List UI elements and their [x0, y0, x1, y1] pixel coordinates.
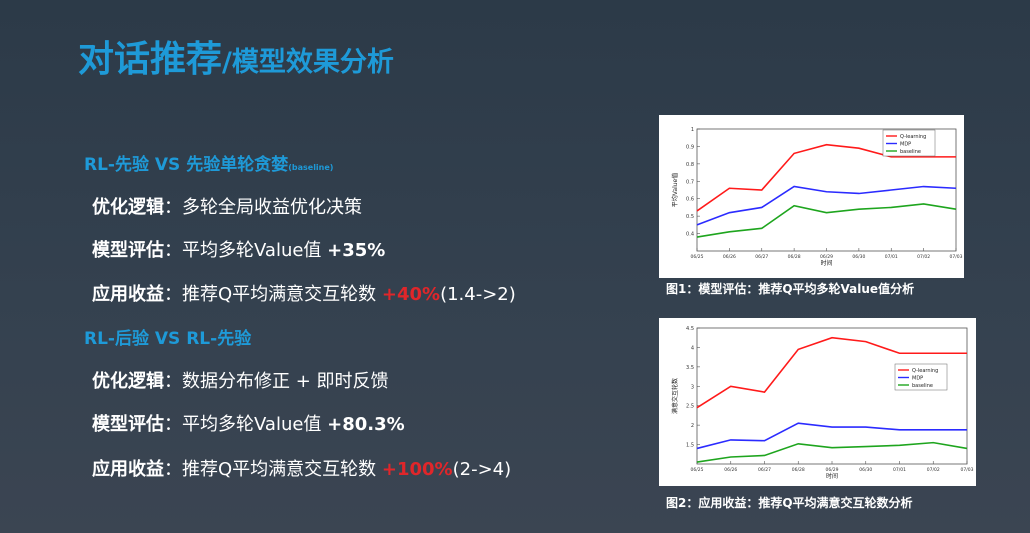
- section1-heading: RL-先验 VS 先验单轮贪婪(baseline): [84, 150, 333, 175]
- legend-label: Q-learning: [912, 368, 938, 374]
- row-text: 推荐Q平均满意交互轮数: [182, 284, 382, 305]
- y-tick-label: 3: [691, 384, 694, 390]
- row-label: 应用收益: [92, 284, 164, 305]
- series-line-mdp: [696, 422, 967, 450]
- x-tick-label: 06/29: [826, 467, 839, 473]
- x-tick-label: 06/27: [758, 467, 771, 473]
- y-tick-label: 0.5: [686, 214, 694, 220]
- legend-label: MDP: [900, 142, 911, 148]
- x-tick-label: 06/28: [792, 467, 805, 473]
- row-text: 平均多轮Value值: [182, 414, 328, 435]
- section1-heading-note: (baseline): [288, 163, 334, 172]
- series-line-q-learning: [696, 336, 967, 409]
- x-tick-label: 06/27: [755, 254, 768, 260]
- row-highlight: +100%: [381, 459, 453, 480]
- row-label: 优化逻辑: [92, 197, 164, 218]
- x-tick-label: 07/02: [927, 467, 940, 473]
- page-title-main: 对话推荐: [78, 39, 223, 80]
- y-axis-label: 满意交互轮数: [671, 378, 679, 414]
- x-tick-label: 06/29: [820, 254, 833, 260]
- figure2-chart: 1.5 2 2.5 3 3.5 4 4.5 06/25 06/26 06/27 06/28 06/29…: [671, 326, 974, 480]
- section2-row-logic: 优化逻辑：数据分布修正 + 即时反馈: [92, 367, 389, 393]
- x-tick-label: 06/26: [724, 467, 737, 473]
- y-tick-label: 0.8: [686, 162, 694, 168]
- x-tick-label: 06/30: [859, 467, 872, 473]
- row-label: 优化逻辑: [92, 371, 164, 392]
- y-tick-label: 0.7: [686, 179, 694, 185]
- x-tick-label: 07/03: [961, 467, 974, 473]
- x-axis-label: 时间: [820, 259, 832, 267]
- figure1-caption: 图1：模型评估：推荐Q平均多轮Value值分析: [666, 282, 915, 296]
- row-sep: ：: [164, 284, 182, 305]
- section1-row-gain: 应用收益：推荐Q平均满意交互轮数 +40%(1.4->2): [92, 280, 516, 306]
- series-line-q-learning: [696, 143, 956, 212]
- section1-row-logic: 优化逻辑：多轮全局收益优化决策: [92, 193, 362, 219]
- legend-label: MDP: [912, 376, 923, 382]
- y-tick-label: 0.4: [686, 232, 694, 238]
- series-line-baseline: [696, 441, 968, 463]
- y-tick-label: 2.5: [686, 404, 694, 410]
- series-line-baseline: [696, 203, 957, 238]
- x-tick-label: 06/28: [788, 254, 801, 260]
- x-tick-label: 06/25: [691, 467, 704, 473]
- legend-label: baseline: [912, 383, 933, 389]
- legend-label: baseline: [900, 149, 921, 155]
- row-highlight: +35%: [327, 240, 386, 261]
- row-highlight: +80.3%: [327, 414, 405, 435]
- page-title-sub: /模型效果分析: [222, 47, 394, 78]
- figure2-panel: 1.5 2 2.5 3 3.5 4 4.5 06/25 06/26 06/27 06/28 06/29…: [659, 318, 976, 486]
- x-tick-label: 06/26: [723, 254, 736, 260]
- row-highlight: +40%: [381, 284, 441, 305]
- x-tick-label: 06/25: [691, 254, 704, 260]
- page-title: 对话推荐/模型效果分析: [78, 30, 394, 82]
- section2-heading: RL-后验 VS RL-先验: [84, 324, 251, 349]
- row-text: 数据分布修正 + 即时反馈: [182, 371, 389, 392]
- y-tick-label: 2: [691, 423, 694, 429]
- y-axis-label: 平均Value值: [671, 173, 679, 207]
- section1-row-eval: 模型评估：平均多轮Value值 +35%: [92, 236, 385, 262]
- row-text: 推荐Q平均满意交互轮数: [182, 459, 382, 480]
- x-tick-label: 06/30: [852, 254, 865, 260]
- row-text: 多轮全局收益优化决策: [182, 197, 362, 218]
- x-tick-label: 07/01: [885, 254, 898, 260]
- y-tick-label: 0.9: [686, 144, 694, 150]
- section2-row-eval: 模型评估：平均多轮Value值 +80.3%: [92, 410, 405, 436]
- row-sep: ：: [164, 197, 182, 218]
- section2-row-gain: 应用收益：推荐Q平均满意交互轮数 +100%(2->4): [92, 455, 511, 481]
- y-tick-label: 1.5: [686, 443, 694, 449]
- row-sep: ：: [164, 371, 182, 392]
- row-tail: (2->4): [452, 459, 512, 480]
- section1-heading-text: RL-先验 VS 先验单轮贪婪: [84, 155, 289, 175]
- row-label: 模型评估: [92, 240, 164, 261]
- plot-frame: [696, 327, 968, 465]
- row-sep: ：: [164, 414, 182, 435]
- figure1-chart: 0.4 0.5 0.6 0.7 0.8 0.9 1 06/25 06/26 06/27 06/28 0…: [671, 127, 963, 267]
- row-text: 平均多轮Value值: [182, 240, 328, 261]
- y-tick-label: 1: [691, 127, 694, 133]
- y-tick-label: 0.6: [686, 197, 694, 203]
- row-sep: ：: [164, 240, 182, 261]
- y-tick-label: 4: [691, 345, 694, 351]
- series-line-mdp: [696, 185, 957, 226]
- row-tail: (1.4->2): [440, 284, 516, 305]
- row-sep: ：: [164, 459, 182, 480]
- x-tick-label: 07/01: [893, 467, 906, 473]
- section2-heading-text: RL-后验 VS RL-先验: [84, 329, 252, 349]
- y-tick-label: 4.5: [686, 326, 694, 332]
- row-label: 模型评估: [92, 414, 164, 435]
- figure2-caption: 图2：应用收益：推荐Q平均满意交互轮数分析: [666, 496, 913, 510]
- y-tick-label: 3.5: [686, 365, 694, 371]
- x-tick-label: 07/03: [950, 254, 963, 260]
- legend-label: Q-learning: [900, 134, 926, 140]
- figure1-panel: 0.4 0.5 0.6 0.7 0.8 0.9 1 06/25 06/26 06/27 06/28 0…: [659, 115, 964, 278]
- row-label: 应用收益: [92, 459, 164, 480]
- x-axis-label: 时间: [826, 472, 838, 480]
- x-tick-label: 07/02: [917, 254, 930, 260]
